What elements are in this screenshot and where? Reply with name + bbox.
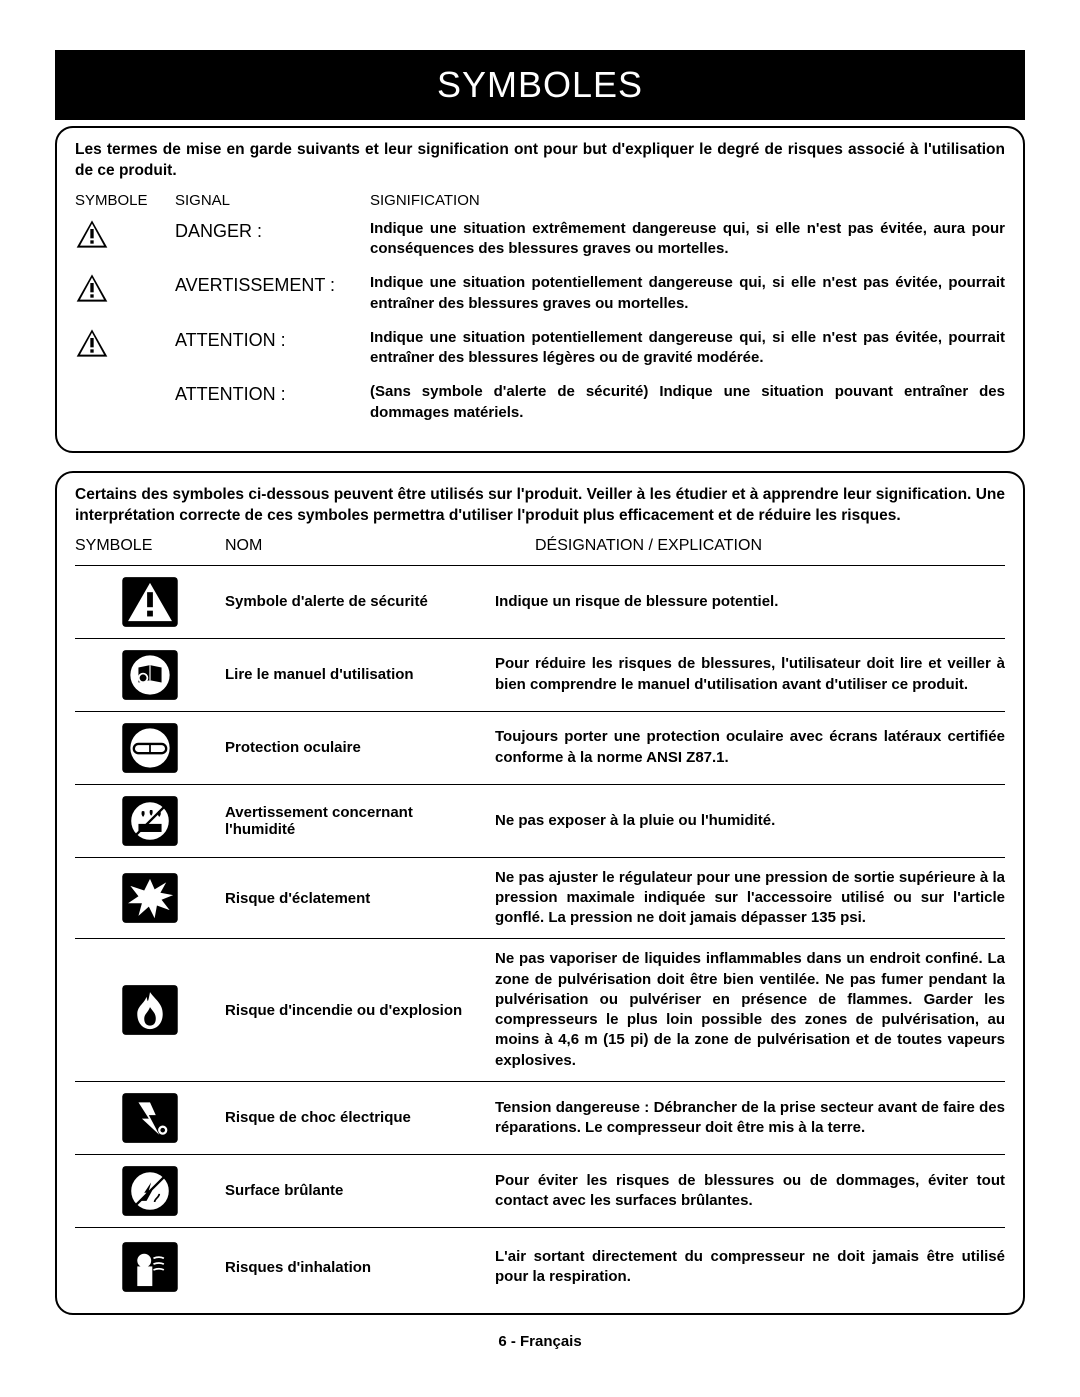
symbol-explanation: Ne pas ajuster le régulateur pour une pr…: [495, 868, 1005, 929]
header-symbole-2: SYMBOLE: [75, 537, 225, 555]
symbol-explanation: Toujours porter une protection oculaire …: [495, 727, 1005, 768]
symbols-box: Certains des symboles ci-dessous peuvent…: [55, 471, 1025, 1315]
hot-surface-icon: [75, 1165, 225, 1217]
symbol-name: Avertissement concernant l'humidité: [225, 804, 495, 838]
burst-hazard-icon: [75, 872, 225, 924]
symbol-explanation: Pour réduire les risques de blessures, l…: [495, 654, 1005, 695]
header-symbole: SYMBOLE: [75, 192, 175, 209]
symbol-explanation: Pour éviter les risques de blessures ou …: [495, 1171, 1005, 1212]
signal-desc: Indique une situation potentiellement da…: [370, 328, 1005, 369]
signal-row: ATTENTION :(Sans symbole d'alerte de séc…: [75, 382, 1005, 423]
alert-icon: [75, 273, 175, 303]
symbols-header-row: SYMBOLE NOM DÉSIGNATION / EXPLICATION: [75, 537, 1005, 555]
alert-icon: [75, 328, 175, 358]
symbol-explanation: Ne pas exposer à la pluie ou l'humidité.: [495, 811, 1005, 831]
signal-words-box: Les termes de mise en garde suivants et …: [55, 126, 1025, 453]
signal-label: AVERTISSEMENT :: [175, 273, 370, 296]
signal-desc: Indique une situation extrêmement danger…: [370, 219, 1005, 260]
page-footer: 6 - Français: [55, 1333, 1025, 1350]
alert-triangle-icon: [75, 576, 225, 628]
signal-row: ATTENTION :Indique une situation potenti…: [75, 328, 1005, 369]
signal-label: DANGER :: [175, 219, 370, 242]
eye-protection-icon: [75, 722, 225, 774]
symbol-row: Risque d'incendie ou d'explosionNe pas v…: [75, 938, 1005, 1081]
symbol-name: Risques d'inhalation: [225, 1259, 495, 1276]
signal-desc: (Sans symbole d'alerte de sécurité) Indi…: [370, 382, 1005, 423]
header-signification: SIGNIFICATION: [370, 192, 1005, 209]
symbol-explanation: L'air sortant directement du compresseur…: [495, 1247, 1005, 1288]
symbol-row: Symbole d'alerte de sécuritéIndique un r…: [75, 565, 1005, 638]
signal-desc: Indique une situation potentiellement da…: [370, 273, 1005, 314]
intro-text: Les termes de mise en garde suivants et …: [75, 140, 1005, 182]
symbol-name: Protection oculaire: [225, 739, 495, 756]
header-designation: DÉSIGNATION / EXPLICATION: [495, 537, 1005, 555]
intro-text-2: Certains des symboles ci-dessous peuvent…: [75, 485, 1005, 527]
symbol-explanation: Ne pas vaporiser de liquides inflammable…: [495, 949, 1005, 1071]
wet-warning-icon: [75, 795, 225, 847]
signal-label: ATTENTION :: [175, 328, 370, 351]
inhalation-icon: [75, 1241, 225, 1293]
symbol-explanation: Indique un risque de blessure potentiel.: [495, 592, 1005, 612]
signal-row: DANGER :Indique une situation extrêmemen…: [75, 219, 1005, 260]
symbol-name: Risque d'incendie ou d'explosion: [225, 1002, 495, 1019]
page-title: SYMBOLES: [55, 50, 1025, 120]
read-manual-icon: [75, 649, 225, 701]
symbol-row: Surface brûlantePour éviter les risques …: [75, 1154, 1005, 1227]
symbol-name: Risque d'éclatement: [225, 890, 495, 907]
symbol-row: Risque d'éclatementNe pas ajuster le rég…: [75, 857, 1005, 939]
symbol-row: Avertissement concernant l'humiditéNe pa…: [75, 784, 1005, 857]
symbol-name: Lire le manuel d'utilisation: [225, 666, 495, 683]
symbol-row: Risque de choc électriqueTension dangere…: [75, 1081, 1005, 1154]
alert-icon: [75, 219, 175, 249]
symbol-name: Surface brûlante: [225, 1182, 495, 1199]
symbol-row: Protection oculaireToujours porter une p…: [75, 711, 1005, 784]
signal-row: AVERTISSEMENT :Indique une situation pot…: [75, 273, 1005, 314]
symbol-name: Symbole d'alerte de sécurité: [225, 593, 495, 610]
fire-hazard-icon: [75, 984, 225, 1036]
header-nom: NOM: [225, 537, 495, 555]
symbol-name: Risque de choc électrique: [225, 1109, 495, 1126]
signal-label: ATTENTION :: [175, 382, 370, 405]
symbol-row: Risques d'inhalationL'air sortant direct…: [75, 1227, 1005, 1299]
symbol-row: Lire le manuel d'utilisationPour réduire…: [75, 638, 1005, 711]
shock-hazard-icon: [75, 1092, 225, 1144]
header-signal: SIGNAL: [175, 192, 370, 209]
symbol-explanation: Tension dangereuse : Débrancher de la pr…: [495, 1098, 1005, 1139]
signal-header-row: SYMBOLE SIGNAL SIGNIFICATION: [75, 192, 1005, 209]
